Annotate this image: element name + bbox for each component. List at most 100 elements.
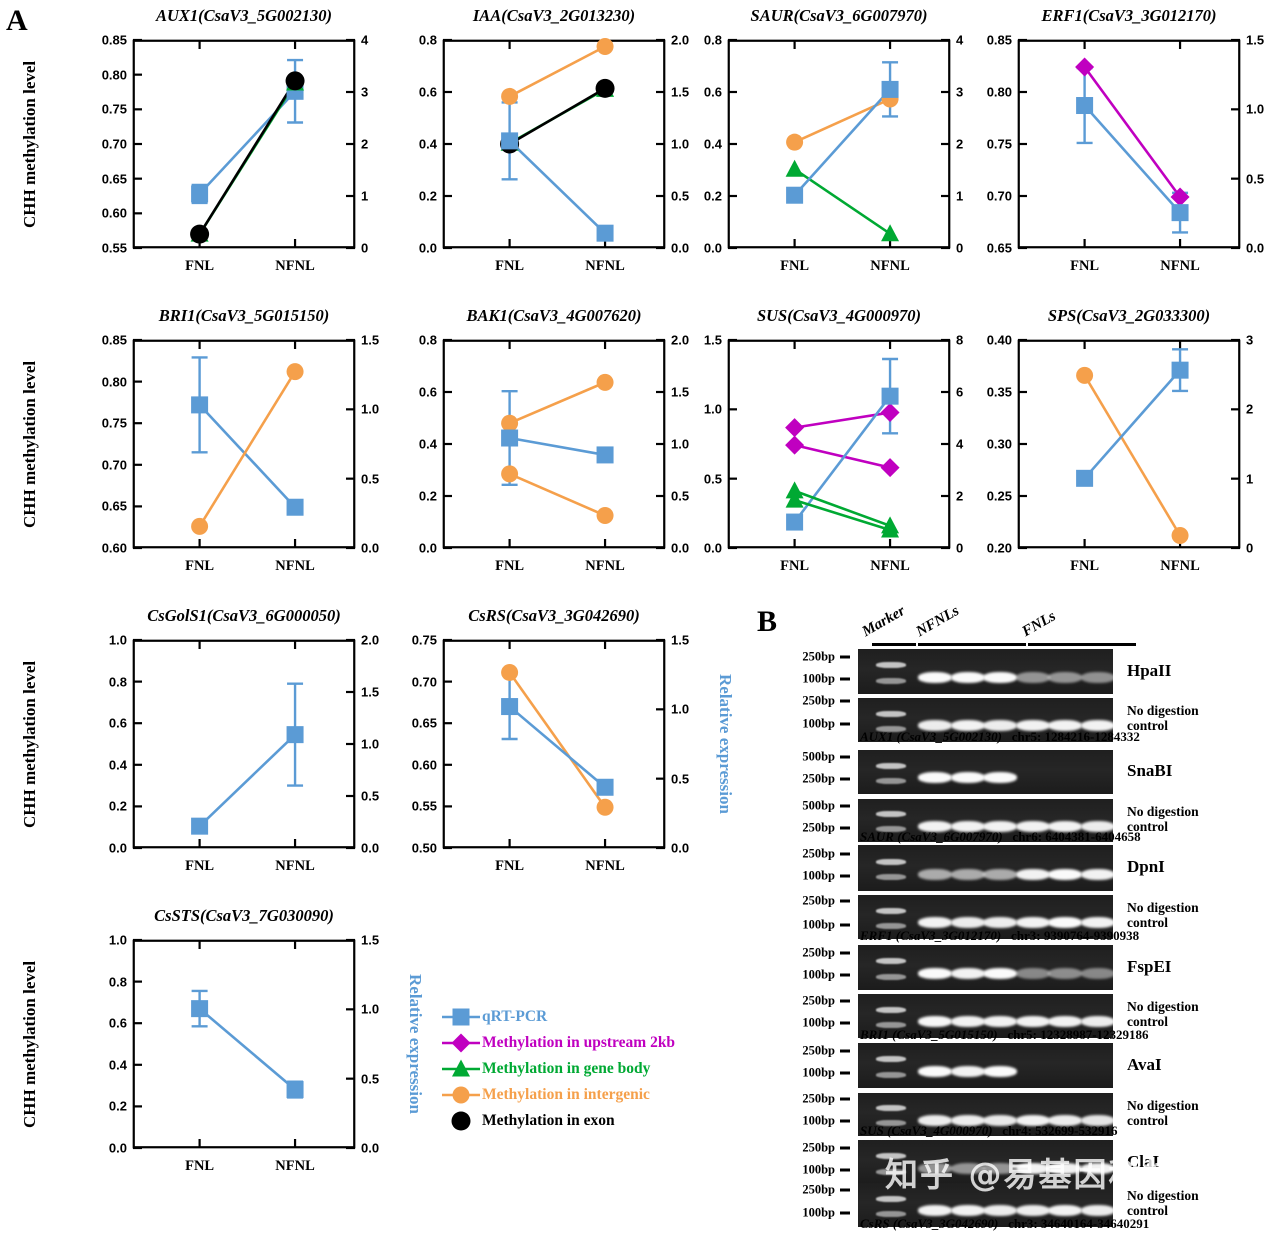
x-tick-label-fnl: FNL	[780, 258, 810, 274]
y-tick-label-right: 0.5	[361, 471, 380, 487]
bp-marker-label: 250bp	[802, 893, 835, 908]
gel-column-header-1: NFNLs	[913, 602, 962, 641]
series-line	[793, 395, 892, 523]
diamond-marker-icon	[880, 458, 900, 478]
gel-band	[1080, 1162, 1115, 1174]
gel-column-rule-0	[872, 643, 916, 646]
marker-band	[876, 858, 906, 865]
gel-band	[1048, 967, 1082, 979]
bp-marker-tick	[840, 655, 850, 659]
y-tick-label-left: 1.5	[703, 332, 722, 348]
square-marker-icon	[596, 446, 614, 464]
y-tick-label-right: 3	[1246, 332, 1254, 348]
y-tick-label-left: 0.65	[411, 715, 437, 731]
marker-band	[876, 1210, 906, 1217]
legend-label: Methylation in exon	[482, 1112, 615, 1129]
marker-band	[876, 677, 906, 684]
y-axis-title-left: CHH methylation level	[20, 660, 39, 828]
square-marker-icon	[881, 387, 899, 405]
chart-panel-bak1: BAK1(CsaV3_4G007620) 0.0 0.2 0.4 0.6 0.8 0.0 0.…	[388, 306, 730, 584]
gel-band	[1048, 720, 1082, 732]
y-tick-label-right: 0.0	[671, 240, 690, 256]
gel-image-hpaii-control	[858, 698, 1115, 742]
gel-caption-position: chr3: 34640164-34640291	[1008, 1216, 1150, 1231]
no-digestion-line1: No digestion	[1127, 803, 1199, 819]
x-tick-label-fnl: FNL	[185, 858, 215, 874]
x-tick-label-nfnl: NFNL	[585, 558, 625, 574]
square-marker-icon	[191, 185, 209, 203]
y-axis-title-left: CHH methylation level	[20, 960, 39, 1128]
bp-marker-label: 100bp	[802, 671, 835, 686]
diamond-marker-icon	[785, 435, 805, 455]
legend-item-2: Methylation in gene body	[440, 1057, 675, 1081]
series-line	[508, 139, 606, 235]
chart-panel-saur: SAUR(CsaV3_6G007970) 0.0 0.2 0.4 0.6 0.8 0 1 2 3 4…	[673, 6, 1015, 284]
bp-marker-tick	[840, 999, 850, 1003]
series-line	[794, 443, 891, 469]
bp-marker-tick	[840, 899, 850, 903]
gel-band	[1015, 720, 1050, 732]
y-tick-label-left: 0.80	[986, 84, 1012, 100]
bp-marker-tick	[840, 1119, 850, 1123]
marker-band	[876, 811, 906, 818]
gel-image-snabi-control	[858, 799, 1115, 842]
gel-caption-gene: AUX1 (CsaV3_5G002130)	[860, 729, 1002, 744]
gel-band	[950, 917, 985, 929]
bp-marker-label: 250bp	[802, 820, 835, 835]
gel-band	[1015, 917, 1050, 929]
no-digestion-line2: control	[1127, 1112, 1168, 1128]
gel-band	[1080, 820, 1115, 832]
plot-area-erf1	[1017, 38, 1241, 250]
bp-marker-tick	[840, 722, 850, 726]
y-tick-label-right: 1.5	[671, 84, 690, 100]
y-tick-label-right: 1.5	[361, 332, 380, 348]
series-line	[198, 1007, 296, 1091]
marker-band	[876, 1056, 906, 1063]
marker-band	[876, 662, 906, 669]
no-digestion-control-label: No digestion control	[1127, 900, 1199, 930]
circle-marker-icon	[452, 1086, 470, 1104]
chart-panel-bri1: BRI1(CsaV3_5G015150) CHH methylation leve…	[20, 306, 420, 584]
y-tick-label-right: 2.0	[671, 32, 690, 48]
x-tick-label-nfnl: NFNL	[275, 558, 315, 574]
y-tick-label-left: 0.25	[986, 488, 1012, 504]
series-line	[198, 80, 297, 235]
marker-band	[876, 826, 906, 833]
y-tick-label-right: 2	[956, 136, 964, 152]
chart-title-csrs: CsRS(CsaV3_3G042690)	[468, 606, 640, 625]
plot-frame	[442, 339, 666, 549]
diamond-marker-icon	[880, 403, 900, 423]
gel-band	[1080, 967, 1115, 979]
y-tick-label-left: 0.4	[703, 136, 722, 152]
legend-label: Methylation in intergenic	[482, 1086, 650, 1103]
panel-a-letter: A	[6, 4, 28, 37]
circle-marker-icon	[501, 87, 519, 105]
no-digestion-control-label: No digestion control	[1127, 1098, 1199, 1128]
y-tick-label-right: 2.0	[361, 632, 380, 648]
y-tick-label-right: 0.0	[671, 840, 690, 856]
plot-frame	[1017, 339, 1241, 549]
series-line	[508, 671, 607, 808]
y-tick-label-right: 0.5	[361, 788, 380, 804]
x-tick-label-nfnl: NFNL	[870, 558, 910, 574]
triangle-marker-icon	[881, 520, 900, 538]
y-tick-label-right: 0.0	[361, 1140, 380, 1156]
gel-band	[983, 1016, 1017, 1028]
bp-marker-tick	[840, 852, 850, 856]
marker-band	[876, 907, 906, 914]
bp-marker-label: 500bp	[802, 798, 835, 813]
gel-caption-gene: BRI1 (CsaV3_5G015150)	[860, 1027, 998, 1042]
y-tick-label-left: 0.8	[703, 32, 722, 48]
legend-item-3: Methylation in intergenic	[440, 1083, 675, 1107]
square-marker-icon	[1171, 361, 1189, 379]
no-digestion-line1: No digestion	[1127, 900, 1199, 915]
series-line	[508, 87, 606, 146]
y-tick-label-right: 0.0	[671, 540, 690, 556]
circle-marker-icon	[1171, 527, 1189, 545]
gel-image-dpni-digest	[858, 845, 1115, 891]
square-marker-icon	[1171, 204, 1189, 222]
gel-band	[950, 1162, 985, 1174]
gel-caption-5: CsRS (CsaV3_3G042690) chr3: 34640164-346…	[860, 1216, 1149, 1232]
y-tick-label-right: 0.5	[671, 771, 690, 787]
y-tick-label-right: 1.0	[361, 736, 380, 752]
